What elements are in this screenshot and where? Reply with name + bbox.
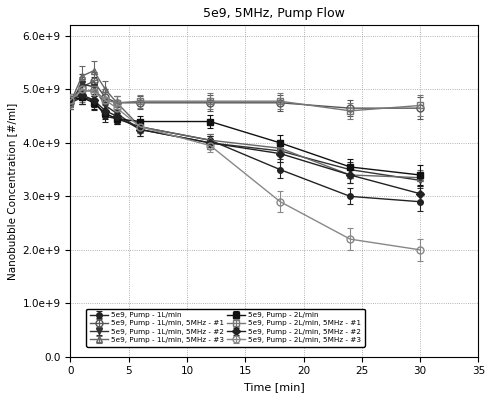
Title: 5e9, 5MHz, Pump Flow: 5e9, 5MHz, Pump Flow <box>204 7 345 20</box>
Y-axis label: Nanobubble Concentration [#/ml]: Nanobubble Concentration [#/ml] <box>7 103 17 280</box>
Legend: 5e9, Pump - 1L/min, 5e9, Pump - 1L/min, 5MHz - #1, 5e9, Pump - 1L/min, 5MHz - #2: 5e9, Pump - 1L/min, 5e9, Pump - 1L/min, … <box>86 308 365 347</box>
X-axis label: Time [min]: Time [min] <box>244 382 305 392</box>
